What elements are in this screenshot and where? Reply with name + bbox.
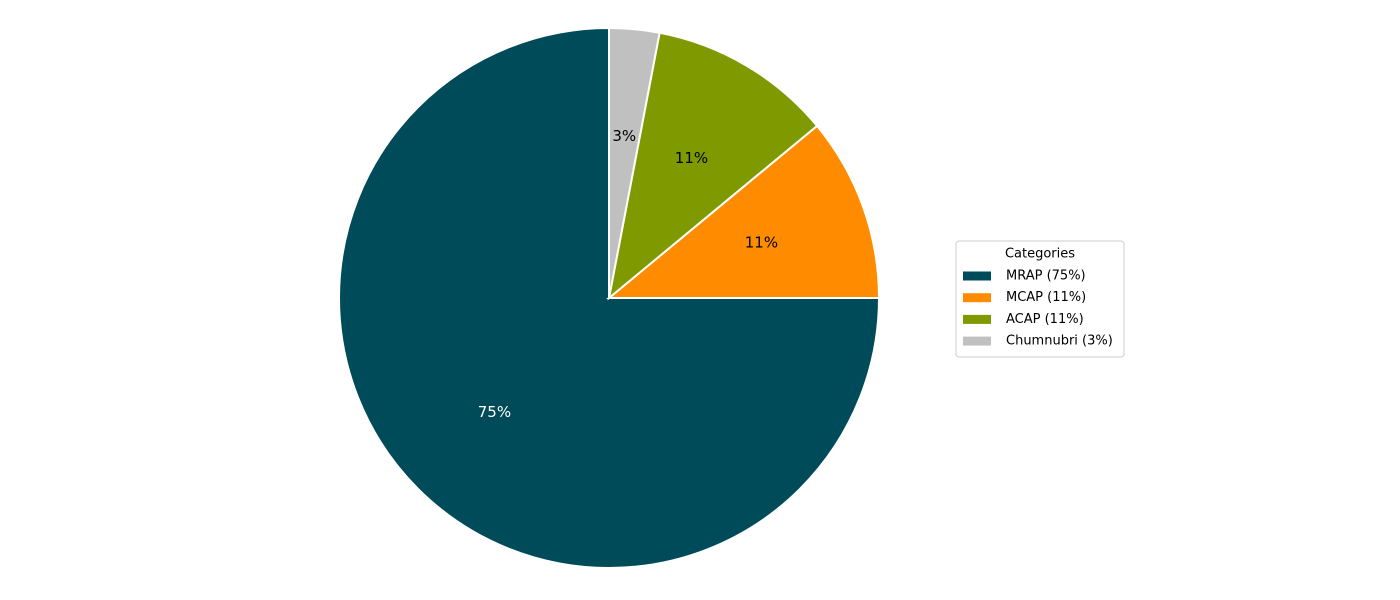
legend-swatch xyxy=(963,336,991,346)
legend: Categories MRAP (75%) MCAP (11%) ACAP (11%… xyxy=(955,240,1125,358)
slice-label: 3% xyxy=(612,127,636,145)
slice-label: 11% xyxy=(745,234,778,252)
legend-label: Chumnubri (3%) xyxy=(1006,334,1113,349)
pie: 75% 11% 11% 3% xyxy=(338,26,881,569)
legend-label: MCAP (11%) xyxy=(1006,290,1086,305)
legend-frame xyxy=(955,240,1125,358)
legend-title: Categories xyxy=(1005,247,1075,262)
legend-swatch xyxy=(963,271,991,281)
legend-label: ACAP (11%) xyxy=(1006,312,1084,327)
legend-label: MRAP (75%) xyxy=(1006,269,1086,284)
legend-swatch xyxy=(963,314,991,324)
legend-swatch xyxy=(963,293,991,303)
pie-slice xyxy=(607,31,819,301)
pie-slice xyxy=(606,124,881,299)
slice-label: 75% xyxy=(478,403,511,421)
pie-slice xyxy=(608,26,661,299)
slice-label: 11% xyxy=(675,149,708,167)
